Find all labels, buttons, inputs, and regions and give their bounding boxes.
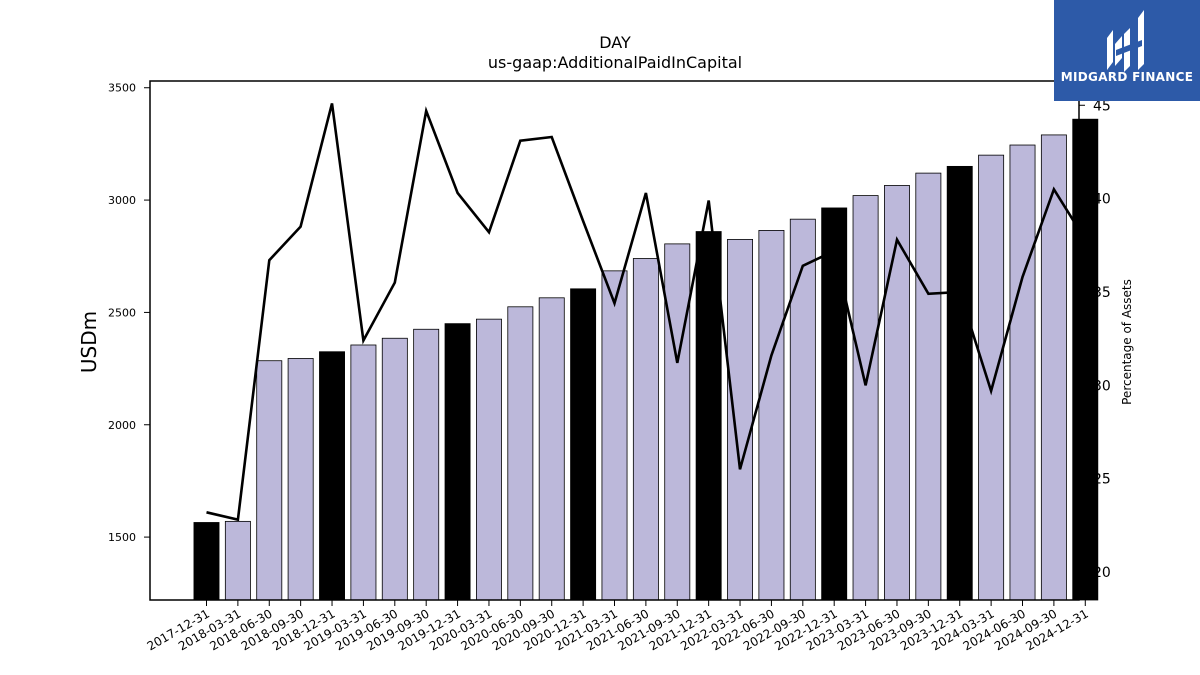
- bar-2021-09-30: [664, 243, 691, 601]
- y-tick-label-3000: 3000: [108, 194, 136, 207]
- bar-2020-12-31: [570, 288, 597, 601]
- y2-tick-label-45: 45: [1093, 98, 1111, 114]
- bar-2024-06-30: [1009, 144, 1036, 601]
- bar-2019-06-30: [381, 337, 408, 601]
- y-tick-label-1500: 1500: [108, 531, 136, 544]
- midgard-finance-logo: MIDGARD FINANCE: [1054, 0, 1200, 101]
- bar-2019-03-31: [350, 344, 377, 601]
- bar-2024-12-31: [1072, 118, 1099, 601]
- y-tick-label-2500: 2500: [108, 306, 136, 319]
- logo-mark-icon: [1107, 10, 1144, 72]
- bar-2017-12-31: [193, 522, 220, 601]
- y-tick-label-3500: 3500: [108, 82, 136, 95]
- bar-2018-12-31: [319, 351, 345, 601]
- y2-axis-label: Percentage of Assets: [1120, 279, 1134, 405]
- bar-2021-12-31: [695, 231, 722, 601]
- y-tick-label-2000: 2000: [108, 419, 136, 432]
- bar-2019-09-30: [413, 328, 440, 601]
- bar-2018-06-30: [256, 360, 283, 601]
- bar-2023-12-31: [946, 165, 973, 601]
- bar-2023-09-30: [915, 172, 942, 601]
- bar-2019-12-31: [444, 323, 471, 601]
- y2-tick-label-30: 30: [1093, 378, 1111, 394]
- chart-subtitle: us-gaap:AdditionalPaidInCapital: [488, 53, 742, 72]
- bar-2022-12-31: [821, 207, 848, 601]
- bar-2020-06-30: [507, 306, 534, 601]
- bar-2022-06-30: [758, 230, 785, 601]
- percentage-line: [206, 103, 1087, 522]
- y-axis-label: USDm: [77, 311, 101, 373]
- bar-2021-03-31: [601, 270, 628, 601]
- logo-text: MIDGARD FINANCE: [1060, 70, 1194, 84]
- bar-2024-03-31: [978, 154, 1005, 601]
- y2-tick-label-25: 25: [1093, 472, 1111, 488]
- bar-2023-06-30: [884, 185, 910, 601]
- y2-tick-label-20: 20: [1093, 565, 1111, 581]
- bar-2018-09-30: [287, 358, 314, 601]
- bar-2022-03-31: [727, 238, 753, 601]
- bar-2023-03-31: [852, 195, 879, 601]
- bar-2018-03-31: [224, 520, 251, 601]
- bar-2021-06-30: [632, 258, 659, 601]
- chart-title: DAY: [599, 33, 631, 52]
- bar-2022-09-30: [789, 218, 816, 601]
- bar-2020-09-30: [538, 297, 565, 601]
- bar-2020-03-31: [476, 318, 502, 601]
- y2-tick-label-40: 40: [1093, 192, 1111, 208]
- y2-tick-label-35: 35: [1093, 285, 1111, 301]
